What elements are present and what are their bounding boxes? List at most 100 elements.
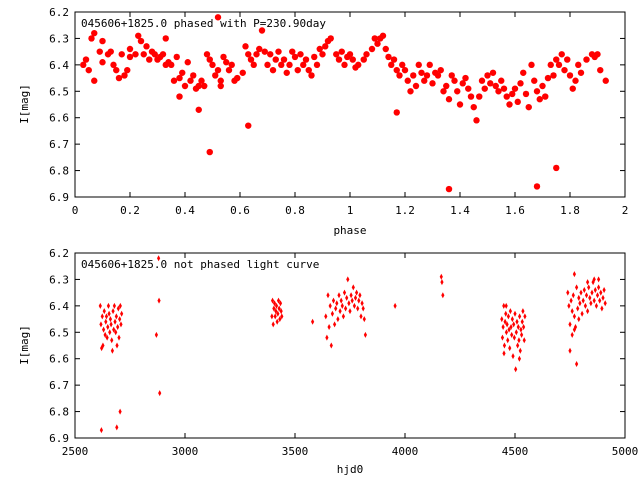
x-tick-label: 0.4 (175, 204, 195, 217)
data-point (597, 66, 604, 74)
data-point (116, 324, 120, 330)
data-point (278, 316, 282, 323)
data-point (104, 313, 109, 320)
data-point (102, 308, 106, 315)
x-tick-label: 5000 (612, 445, 639, 458)
x-tick-label: 1 (347, 204, 354, 217)
data-point (393, 109, 400, 116)
y-tick-label: 6.9 (49, 191, 69, 204)
chart-title: 045606+1825.0 phased with P=230.90day (81, 17, 326, 30)
data-point (371, 35, 378, 42)
data-point (368, 45, 376, 53)
data-point (507, 326, 511, 333)
data-point (322, 43, 329, 50)
data-point (333, 321, 337, 328)
data-point (476, 93, 483, 100)
data-point (522, 337, 526, 344)
data-point (594, 51, 601, 58)
data-point (300, 61, 307, 69)
data-point (589, 300, 593, 307)
data-point (107, 310, 111, 317)
y-tick-label: 6.2 (49, 247, 69, 260)
data-point (115, 424, 119, 431)
data-point (176, 93, 183, 100)
data-point (407, 88, 414, 95)
data-point (577, 69, 585, 76)
data-point (410, 72, 417, 79)
data-point (445, 96, 453, 103)
data-point (267, 51, 274, 58)
data-point (547, 61, 554, 69)
data-point (291, 53, 299, 61)
data-point (510, 316, 514, 323)
data-point (498, 77, 505, 84)
data-point (520, 69, 527, 76)
data-point (108, 329, 112, 336)
data-point (88, 35, 95, 42)
data-point (519, 326, 523, 333)
data-point (117, 334, 121, 341)
data-point (597, 276, 601, 283)
data-point (511, 353, 515, 360)
data-point (520, 318, 524, 325)
data-point (504, 329, 509, 336)
y-axis-label: I[mag] (18, 325, 31, 365)
data-point (393, 302, 397, 309)
x-tick-label: 4500 (502, 445, 529, 458)
data-point (516, 342, 520, 349)
data-point (338, 48, 345, 55)
data-point (270, 313, 274, 320)
data-point (341, 313, 345, 320)
plot-frame (74, 11, 626, 198)
data-point (511, 85, 519, 92)
data-point (358, 292, 362, 299)
data-point (357, 297, 361, 304)
data-point (261, 48, 268, 55)
x-tick-label: 4000 (392, 445, 419, 458)
chart-title: 045606+1825.0 not phased light curve (81, 258, 319, 271)
data-point (598, 297, 602, 304)
data-point (311, 53, 318, 61)
y-tick-label: 6.5 (49, 85, 69, 98)
data-point (82, 56, 90, 63)
data-point (234, 74, 241, 82)
data-point (311, 318, 315, 325)
data-point (103, 331, 107, 338)
data-point (195, 106, 202, 113)
data-point (568, 347, 572, 354)
data-point (521, 308, 525, 315)
data-point (198, 77, 205, 84)
data-point (539, 82, 546, 90)
data-point (470, 103, 477, 111)
data-point (362, 316, 366, 323)
data-point (111, 308, 115, 315)
data-point (566, 72, 574, 79)
data-point (297, 51, 304, 58)
data-point (576, 305, 580, 312)
y-tick-label: 6.3 (49, 273, 69, 286)
data-point (544, 74, 552, 82)
data-point (286, 61, 293, 69)
data-point (575, 361, 579, 367)
data-point (272, 305, 276, 312)
data-point (324, 313, 328, 320)
data-point (331, 297, 336, 304)
x-axis-label: phase (333, 224, 366, 237)
data-point (506, 101, 513, 108)
data-point (154, 331, 158, 338)
data-point (91, 29, 98, 37)
y-tick-label: 6.4 (49, 59, 69, 72)
data-point (173, 53, 180, 61)
data-point (116, 305, 120, 312)
data-point (176, 74, 183, 82)
data-point (355, 61, 362, 69)
data-point (126, 45, 134, 53)
data-point (217, 77, 224, 84)
data-point (514, 366, 518, 373)
data-point (495, 88, 502, 95)
data-point (572, 271, 576, 278)
data-point (575, 61, 582, 69)
data-point (591, 279, 595, 286)
data-point (572, 313, 576, 320)
data-point (361, 305, 365, 312)
